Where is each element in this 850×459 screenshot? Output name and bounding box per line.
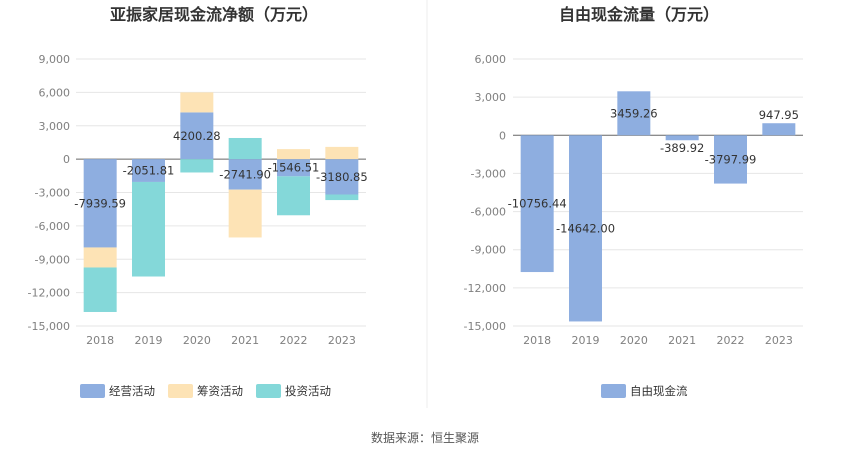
data-labels: -10756.44 -14642.00 3459.26 -389.92-3797.99… bbox=[508, 106, 799, 235]
bar-经营活动-2023 bbox=[325, 159, 359, 195]
y-tick-label: 6,000 bbox=[475, 53, 507, 66]
y-grid bbox=[76, 58, 366, 327]
bar-投资活动-2022 bbox=[277, 176, 310, 216]
x-tick-label: 2020 bbox=[183, 334, 211, 347]
bar-筹资活动-2023 bbox=[325, 146, 359, 160]
bar-筹资活动-2021 bbox=[228, 189, 262, 238]
data-label: 4200.28 bbox=[173, 129, 221, 143]
y-tick-label: -6,000 bbox=[35, 220, 70, 233]
y-axis-ticks: 9,000 6,000 3,000 0 -3,000 -6,000 -9,000 -12,00… bbox=[28, 53, 70, 333]
bar-投资活动-2020 bbox=[180, 159, 214, 173]
data-label: -389.92 bbox=[660, 141, 704, 155]
bar-投资活动-2021 bbox=[228, 137, 262, 160]
chart-title: 自由现金流量（万元） bbox=[559, 5, 719, 24]
bar-经营活动-2019 bbox=[132, 159, 165, 182]
bar-投资活动-2019 bbox=[132, 181, 165, 277]
y-tick-label: -3,000 bbox=[471, 167, 506, 180]
bar-自由现金流-2021 bbox=[665, 135, 699, 141]
legend-label: 自由现金流 bbox=[630, 384, 688, 398]
legend-swatch bbox=[601, 384, 626, 398]
data-label: -14642.00 bbox=[556, 221, 615, 235]
y-tick-label: 0 bbox=[63, 153, 70, 166]
bar-筹资活动-2022 bbox=[277, 149, 310, 160]
legend-swatch bbox=[168, 384, 193, 398]
y-tick-label: -12,000 bbox=[28, 287, 70, 300]
y-axis-ticks: 6,000 3,000 0 -3,000 -6,000 -9,000 -12,000 -15,… bbox=[464, 53, 506, 333]
x-tick-label: 2023 bbox=[765, 334, 793, 347]
legend: 自由现金流 bbox=[601, 384, 688, 398]
x-tick-label: 2018 bbox=[523, 334, 551, 347]
bar-投资活动-2023 bbox=[325, 194, 359, 201]
data-source: 数据来源：恒生聚源 bbox=[371, 430, 479, 445]
bar-经营活动-2022 bbox=[277, 159, 310, 177]
bar-经营活动-2021 bbox=[228, 159, 262, 190]
legend: 经营活动 筹资活动 投资活动 bbox=[80, 384, 331, 398]
bar-group bbox=[83, 92, 359, 312]
bar-经营活动-2020 bbox=[180, 112, 214, 160]
data-labels: -7939.59 -2051.81 4200.28 -2741.90-1546.51-… bbox=[74, 129, 367, 211]
data-label: -2741.90 bbox=[219, 167, 271, 181]
chart-title: 亚振家居现金流净额（万元） bbox=[110, 5, 318, 24]
y-tick-label: 3,000 bbox=[475, 91, 507, 104]
y-tick-label: -9,000 bbox=[35, 253, 70, 266]
x-tick-label: 2022 bbox=[280, 334, 308, 347]
y-tick-label: -6,000 bbox=[471, 206, 506, 219]
free-cash-flow-chart: 自由现金流量（万元） 6,000 3,000 0 -3,000 -6,000 -9,000… bbox=[464, 5, 803, 398]
bar-筹资活动-2020 bbox=[180, 92, 214, 113]
data-label: -3180.85 bbox=[316, 170, 368, 184]
x-axis-ticks: 2018 2019 2020 2021 2022 2023 bbox=[523, 334, 793, 347]
x-tick-label: 2020 bbox=[620, 334, 648, 347]
y-tick-label: -15,000 bbox=[28, 320, 70, 333]
x-tick-label: 2021 bbox=[668, 334, 696, 347]
legend-label: 筹资活动 bbox=[197, 384, 243, 398]
x-tick-label: 2019 bbox=[572, 334, 600, 347]
bar-投资活动-2018 bbox=[83, 267, 117, 312]
bar-自由现金流-2022 bbox=[714, 135, 747, 184]
y-tick-label: -15,000 bbox=[464, 320, 506, 333]
x-tick-label: 2019 bbox=[135, 334, 163, 347]
legend-label: 投资活动 bbox=[285, 384, 331, 398]
x-axis-ticks: 2018 2019 2020 2021 2022 2023 bbox=[86, 334, 356, 347]
bar-筹资活动-2018 bbox=[83, 247, 117, 268]
y-grid bbox=[513, 58, 803, 327]
x-tick-label: 2023 bbox=[328, 334, 356, 347]
y-tick-label: -12,000 bbox=[464, 282, 506, 295]
data-label: -1546.51 bbox=[268, 161, 320, 175]
data-label: -7939.59 bbox=[74, 196, 126, 210]
data-label: -10756.44 bbox=[508, 197, 567, 211]
x-tick-label: 2021 bbox=[231, 334, 259, 347]
y-tick-label: -9,000 bbox=[471, 244, 506, 257]
x-tick-label: 2022 bbox=[717, 334, 745, 347]
bar-group bbox=[520, 91, 796, 322]
data-label: 947.95 bbox=[759, 108, 799, 122]
y-tick-label: 0 bbox=[499, 129, 506, 142]
bar-自由现金流-2023 bbox=[762, 123, 796, 136]
data-label: 3459.26 bbox=[610, 106, 658, 120]
bar-自由现金流-2020 bbox=[617, 91, 651, 136]
bar-经营活动-2018 bbox=[83, 159, 117, 248]
data-label: -3797.99 bbox=[705, 152, 757, 166]
legend-label: 经营活动 bbox=[109, 384, 155, 398]
legend-swatch bbox=[256, 384, 281, 398]
y-tick-label: 6,000 bbox=[39, 86, 71, 99]
data-label: -2051.81 bbox=[123, 164, 175, 178]
bar-自由现金流-2019 bbox=[569, 135, 602, 322]
y-tick-label: 3,000 bbox=[39, 120, 71, 133]
bar-自由现金流-2018 bbox=[520, 135, 554, 273]
cash-flow-net-chart: 亚振家居现金流净额（万元） 9,000 6,000 3,000 0 -3,000 -6,0… bbox=[28, 5, 368, 398]
x-tick-label: 2018 bbox=[86, 334, 114, 347]
legend-swatch bbox=[80, 384, 105, 398]
y-tick-label: 9,000 bbox=[39, 53, 71, 66]
y-tick-label: -3,000 bbox=[35, 187, 70, 200]
